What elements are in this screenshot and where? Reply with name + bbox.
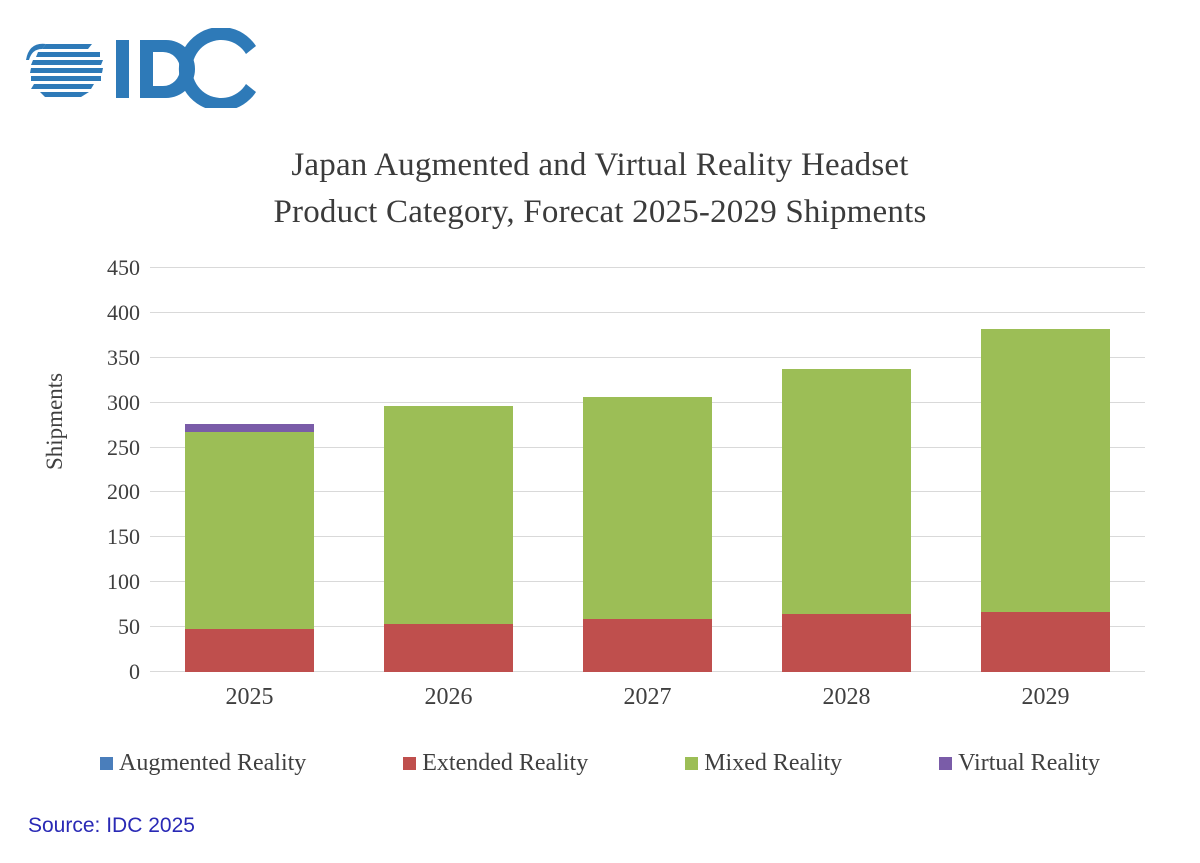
bar-segment[interactable] xyxy=(185,432,314,629)
bar-segment[interactable] xyxy=(782,368,911,614)
gridline xyxy=(150,356,1145,358)
y-axis-title: Shipments xyxy=(42,372,67,470)
chart-title: Japan Augmented and Virtual Reality Head… xyxy=(150,142,1050,236)
x-axis-tick-labels: 2025 2026 2027 2028 2029 xyxy=(150,684,1145,720)
gridline xyxy=(150,311,1145,313)
bar-segment[interactable] xyxy=(782,613,911,672)
legend-swatch-icon xyxy=(100,756,113,770)
bar-segment[interactable] xyxy=(185,628,314,672)
y-tick-label: 450 xyxy=(107,255,140,280)
y-tick-label: 300 xyxy=(107,389,140,415)
idc-wordmark xyxy=(116,28,256,108)
bar-group[interactable] xyxy=(384,268,513,672)
y-tick-label: 150 xyxy=(107,524,140,550)
y-tick-label: 350 xyxy=(107,344,140,370)
bar-segment[interactable] xyxy=(384,623,513,672)
bar-group[interactable] xyxy=(185,268,314,672)
chart-title-line-2: Product Category, Forecat 2025-2029 Ship… xyxy=(273,194,927,230)
legend-swatch-icon xyxy=(685,756,699,770)
legend-label: Virtual Reality xyxy=(958,749,1100,776)
y-tick-label: 200 xyxy=(107,479,140,505)
idc-globe-icon xyxy=(26,43,103,97)
x-tick-label: 2028 xyxy=(822,684,871,710)
legend-label: Augmented Reality xyxy=(119,749,307,776)
y-tick-label: 0 xyxy=(129,659,140,684)
chart-title-line-1: Japan Augmented and Virtual Reality Head… xyxy=(291,147,909,183)
legend-item[interactable]: Augmented Reality xyxy=(100,750,306,777)
x-tick-label: 2029 xyxy=(1021,684,1070,710)
bar-segment[interactable] xyxy=(583,397,712,620)
legend-label: Mixed Reality xyxy=(704,749,843,776)
bar-segment[interactable] xyxy=(384,406,513,624)
bar-group[interactable] xyxy=(981,268,1110,672)
y-axis-tick-labels: 0 50 100 150 200 250 300 350 400 450 xyxy=(80,255,140,684)
gridline xyxy=(150,267,1145,268)
plot-area xyxy=(150,267,1145,672)
x-tick-label: 2026 xyxy=(424,684,473,710)
x-tick-label: 2027 xyxy=(623,684,672,710)
x-tick-label: 2025 xyxy=(225,684,274,710)
source-note: Source: IDC 2025 xyxy=(28,814,195,837)
bar-segment[interactable] xyxy=(185,424,314,433)
y-tick-label: 250 xyxy=(107,434,140,460)
bar-group[interactable] xyxy=(782,268,911,672)
legend-swatch-icon xyxy=(403,756,417,770)
chart-legend: Augmented Reality Extended Reality Mixed R… xyxy=(100,746,1100,780)
bar-group[interactable] xyxy=(583,268,712,672)
legend-item[interactable]: Mixed Reality xyxy=(685,750,842,777)
legend-item[interactable]: Virtual Reality xyxy=(939,750,1100,777)
y-tick-label: 100 xyxy=(107,569,140,595)
y-tick-label: 50 xyxy=(118,614,140,640)
idc-logo-svg xyxy=(26,28,256,108)
bar-segment[interactable] xyxy=(981,329,1110,612)
legend-item[interactable]: Extended Reality xyxy=(403,750,588,777)
idc-logo xyxy=(24,26,284,110)
legend-swatch-icon xyxy=(939,756,953,770)
chart-canvas: Shipments 0 50 100 150 200 250 300 350 400 450 20… xyxy=(42,255,1145,780)
bar-segment[interactable] xyxy=(981,611,1110,672)
legend-label: Extended Reality xyxy=(422,749,589,776)
y-tick-label: 400 xyxy=(107,299,140,325)
bar-segment[interactable] xyxy=(583,619,712,672)
